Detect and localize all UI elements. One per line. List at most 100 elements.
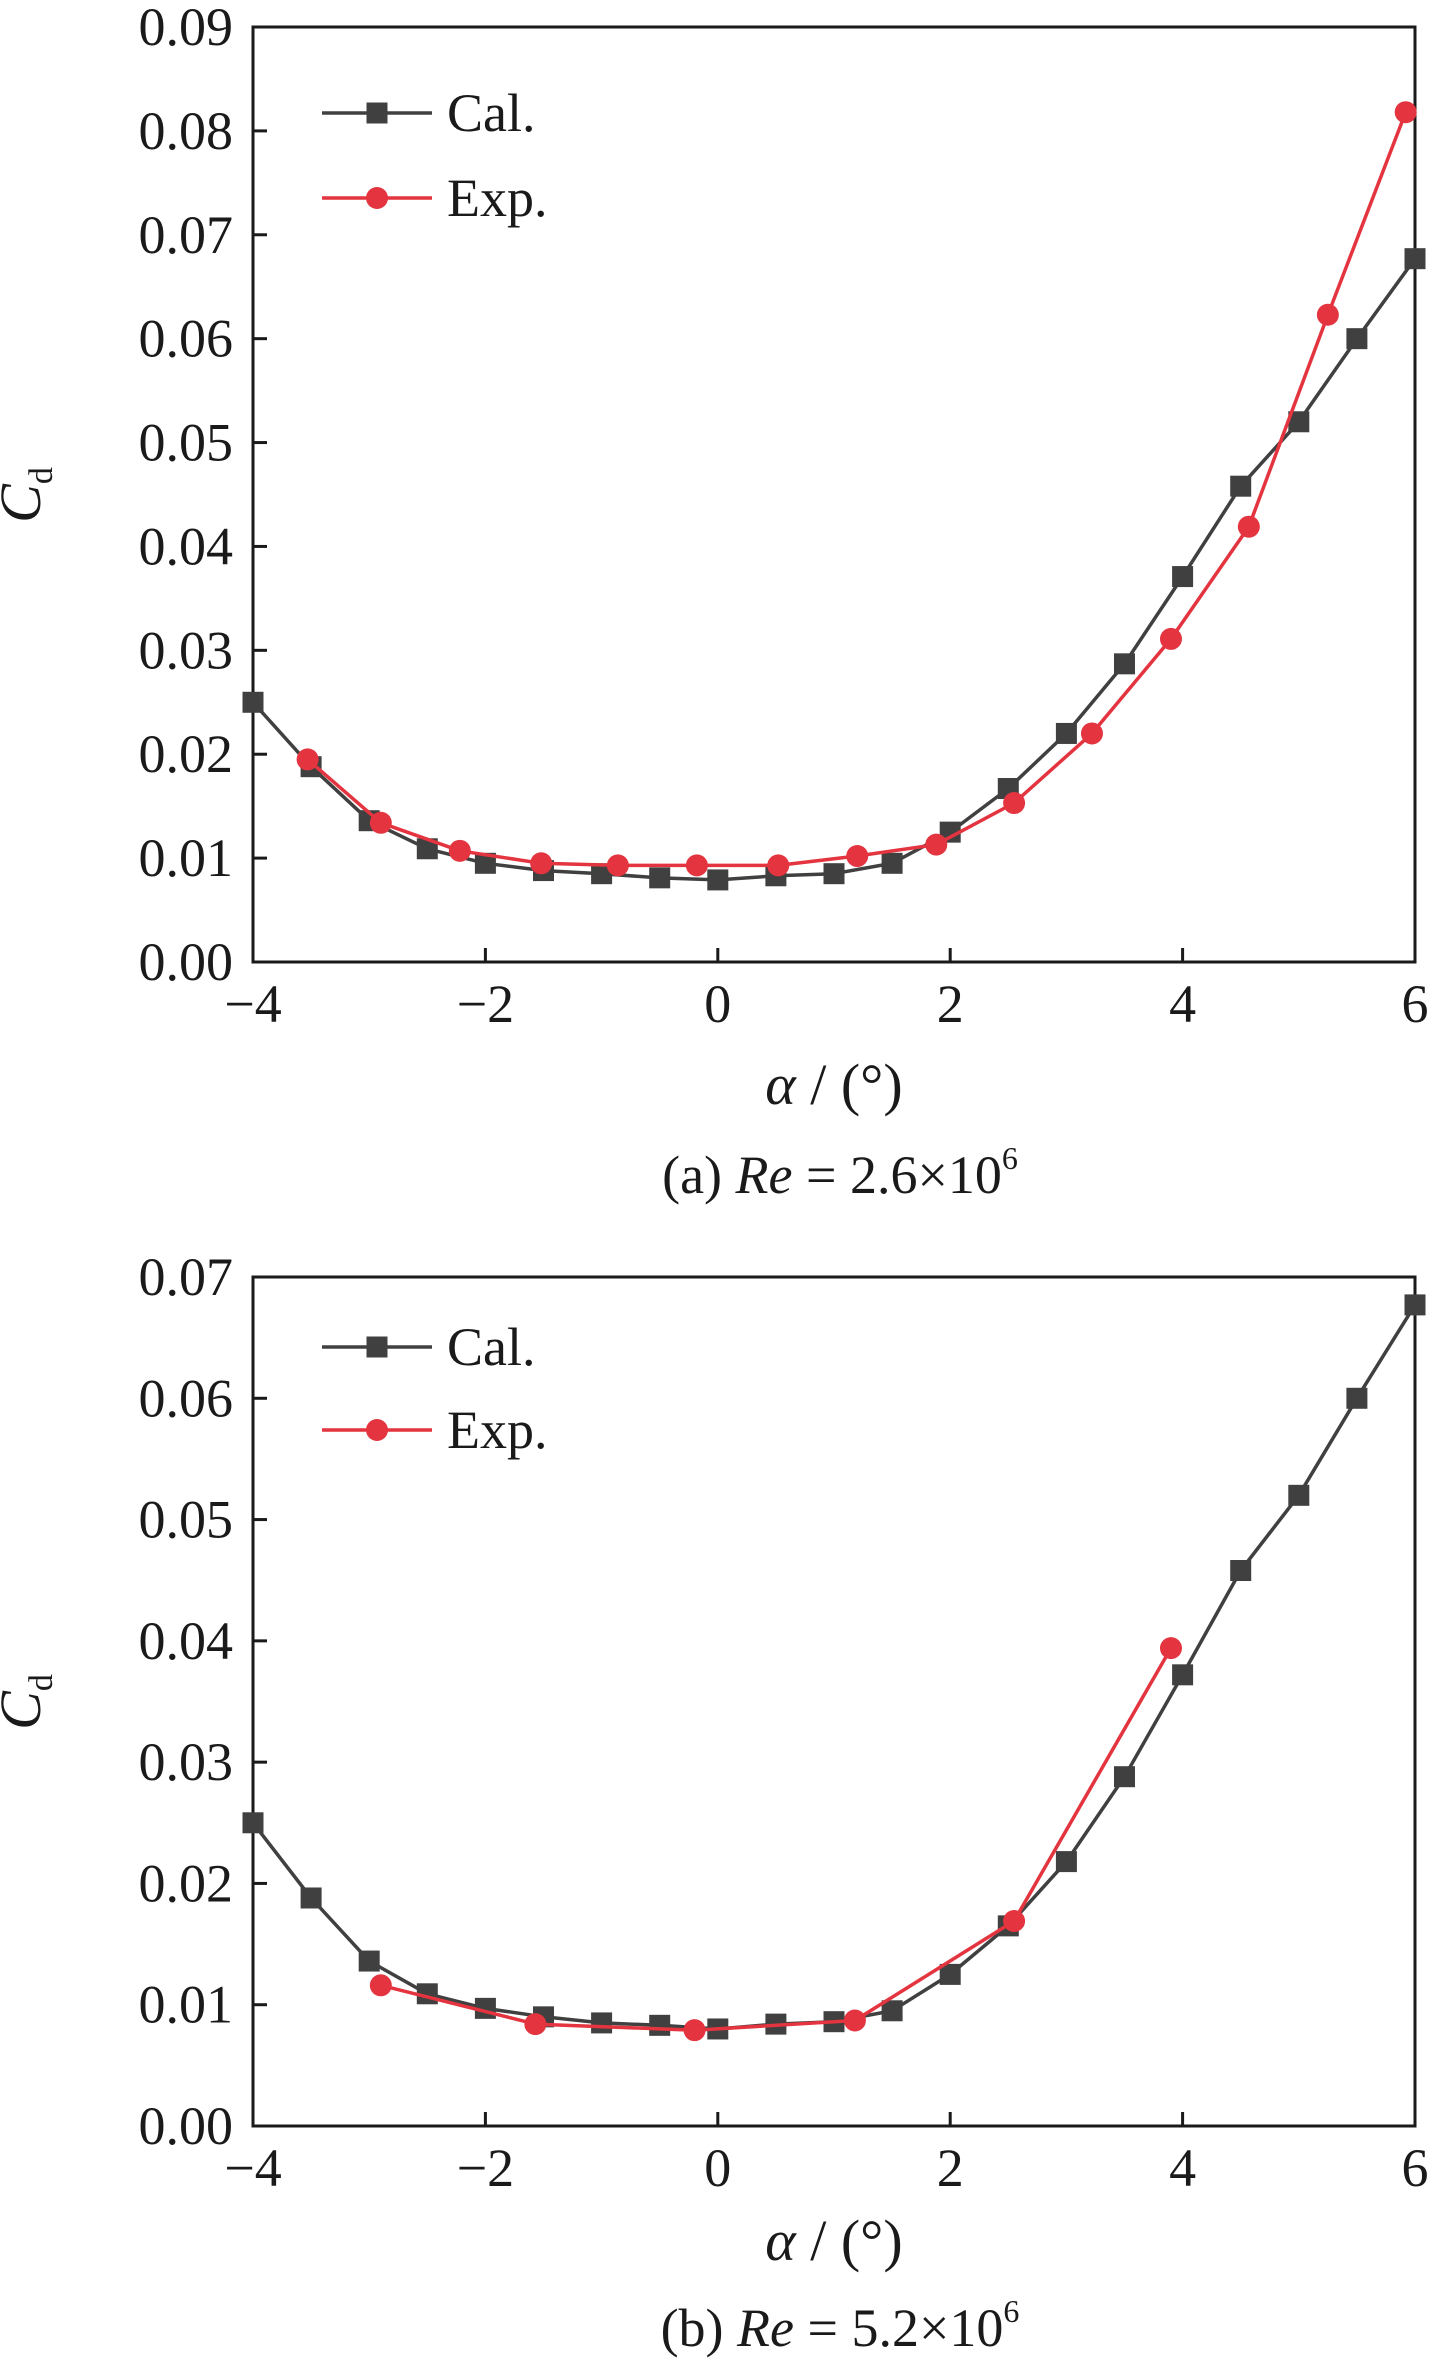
data-point-square	[358, 1950, 380, 1972]
data-point-square	[1230, 475, 1252, 497]
x-tick-label: 2	[937, 974, 964, 1034]
panel-caption: (b) Re = 5.2×106	[661, 2293, 1020, 2358]
legend-label: Cal.	[447, 1317, 536, 1377]
x-axis-title: α / (°)	[765, 2208, 902, 2273]
y-tick-label: 0.07	[139, 205, 234, 265]
x-tick-label: 2	[937, 2138, 964, 2198]
data-point-square	[1172, 1664, 1194, 1686]
data-point-circle	[925, 833, 948, 856]
y-tick-label: 0.09	[139, 0, 234, 57]
data-point-circle	[369, 811, 392, 834]
caption-prefix: (a)	[662, 1145, 735, 1205]
legend-marker-circle	[366, 1419, 388, 1441]
data-point-square	[1404, 1294, 1426, 1316]
caption-value: = 2.6×10	[792, 1145, 1001, 1205]
y-tick-label: 0.02	[139, 1853, 234, 1913]
data-point-square	[1114, 653, 1135, 675]
data-point-circle	[1316, 303, 1339, 326]
plot-frame	[251, 1275, 1417, 2128]
y-axis-title: Cd	[0, 1674, 60, 1730]
series-line	[380, 1647, 1173, 2032]
data-point-circle	[606, 854, 629, 877]
y-tick-label: 0.04	[139, 1611, 234, 1671]
data-point-square	[591, 863, 613, 885]
x-axis-symbol: α	[765, 1052, 797, 1117]
data-point-square	[416, 838, 438, 860]
caption-re: Re	[735, 1145, 793, 1205]
plot-frame	[251, 25, 1417, 964]
caption-value: = 5.2×10	[794, 2298, 1003, 2358]
data-point-square	[1055, 1851, 1077, 1873]
data-point-circle	[843, 2009, 866, 2032]
data-point-square	[823, 863, 845, 885]
x-axis-unit: / (°)	[796, 1052, 903, 1117]
x-tick-label: −2	[457, 2138, 514, 2198]
data-point-circle	[1159, 1637, 1182, 1660]
y-tick-label: 0.03	[139, 620, 234, 680]
data-point-square	[1114, 1766, 1135, 1788]
y-axis-subscript: d	[23, 467, 60, 484]
y-tick-label: 0.07	[139, 1247, 234, 1307]
data-point-circle	[369, 1974, 392, 1997]
x-tick-label: −2	[457, 974, 514, 1034]
data-point-square	[939, 1963, 961, 1985]
y-tick-label: 0.05	[139, 1490, 234, 1550]
data-point-circle	[846, 845, 869, 868]
series-cal	[242, 248, 1426, 891]
x-tick-label: 6	[1402, 974, 1429, 1034]
data-point-square	[1346, 328, 1368, 350]
data-point-square	[1288, 1484, 1310, 1506]
x-tick-label: 4	[1169, 974, 1196, 1034]
panel-a-chart: −4 −2 0 2 4 6 0.00 0.01 0.02 0.03 0.04 0.05 0.06 0.07…	[0, 0, 1429, 1205]
caption-re: Re	[736, 2298, 794, 2358]
data-point-circle	[1237, 515, 1260, 538]
data-point-square	[881, 2000, 903, 2022]
data-point-square	[649, 2014, 671, 2036]
data-point-square	[1288, 411, 1310, 433]
panel-caption: (a) Re = 2.6×106	[662, 1140, 1018, 1205]
legend-label: Exp.	[447, 1400, 548, 1460]
data-point-circle	[530, 852, 553, 875]
x-axis-symbol: α	[765, 2208, 797, 2273]
y-tick-label: 0.06	[139, 1368, 234, 1428]
legend-marker-square	[366, 102, 388, 124]
x-tick-label: −4	[224, 974, 281, 1034]
panel-b-chart: −4 −2 0 2 4 6 0.00 0.01 0.02 0.03 0.04 0.05 0.06 0.07…	[0, 1247, 1429, 2358]
data-point-square	[591, 2012, 613, 2034]
x-tick-label: 4	[1169, 2138, 1196, 2198]
data-point-circle	[1159, 627, 1182, 650]
legend-label: Exp.	[447, 168, 548, 228]
caption-prefix: (b)	[661, 2298, 737, 2358]
y-axis-symbol: C	[0, 1690, 53, 1730]
data-point-circle	[524, 2013, 547, 2036]
data-point-square	[707, 869, 729, 891]
data-point-square	[1230, 1560, 1252, 1582]
x-tick-label: 0	[704, 2138, 731, 2198]
data-point-square	[1172, 566, 1194, 588]
data-point-circle	[683, 2019, 706, 2042]
y-axis-subscript: d	[23, 1674, 60, 1691]
data-point-circle	[296, 748, 319, 771]
legend-entry-cal: Cal.	[322, 1317, 536, 1377]
x-tick-label: −4	[224, 2138, 281, 2198]
legend-entry-exp: Exp.	[322, 168, 548, 228]
x-tick-label: 6	[1402, 2138, 1429, 2198]
data-point-square	[1404, 248, 1426, 270]
data-point-circle	[1080, 722, 1103, 745]
y-tick-label: 0.00	[139, 2096, 234, 2156]
x-axis-title: α / (°)	[765, 1052, 902, 1117]
series-line	[251, 257, 1417, 882]
series-exp	[369, 1637, 1182, 2042]
y-tick-label: 0.01	[139, 1975, 234, 2035]
legend-marker-circle	[366, 187, 388, 209]
data-point-circle	[1003, 792, 1026, 815]
caption-exponent: 6	[1002, 1140, 1018, 1176]
x-tick-label: 0	[704, 974, 731, 1034]
data-point-square	[649, 867, 671, 889]
series-line	[251, 1303, 1417, 2031]
legend-entry-exp: Exp.	[322, 1400, 548, 1460]
y-tick-label: 0.03	[139, 1732, 234, 1792]
y-tick-label: 0.00	[139, 932, 234, 992]
y-tick-label: 0.05	[139, 413, 234, 473]
